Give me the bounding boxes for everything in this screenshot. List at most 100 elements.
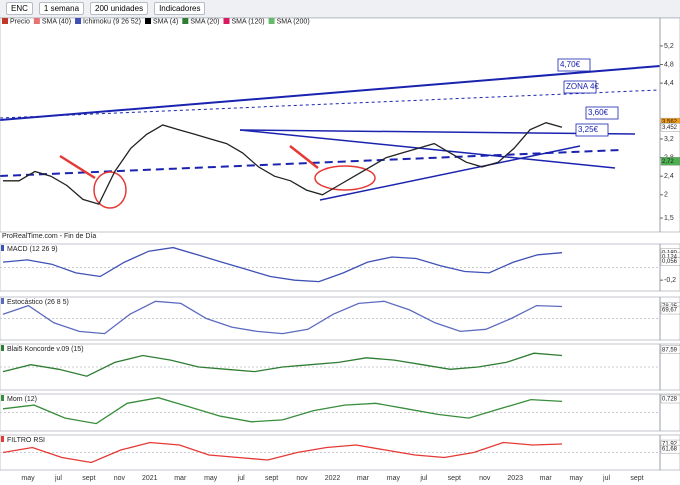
x-tick-label: may [21, 475, 35, 482]
last-value-box [660, 257, 680, 266]
indicators-button[interactable]: Indicadores [154, 2, 206, 15]
x-tick-label: jul [419, 475, 427, 482]
legend-swatch [2, 18, 8, 24]
panel-title-bg [1, 436, 4, 442]
last-value-label: 69,67 [662, 308, 678, 314]
legend-entry: SMA (40) [42, 18, 71, 25]
annotation-box [575, 123, 609, 137]
y-tick-label: 2 [664, 192, 668, 199]
y-tick-label: 4,4 [664, 80, 674, 87]
last-value-box [660, 394, 680, 404]
annotation-box [557, 58, 591, 72]
highlight-circle [93, 171, 127, 209]
toolbar: ENC 1 semana 200 unidades Indicadores [0, 0, 680, 18]
legend-swatch [33, 18, 40, 24]
period-button[interactable]: 1 semana [38, 2, 85, 15]
legend-swatch [223, 18, 230, 24]
legend-swatch [75, 18, 82, 24]
arrow [289, 145, 319, 169]
last-value-label: 71,92 [662, 442, 678, 448]
x-tick-label: mar [540, 475, 553, 482]
last-value-label: 0,056 [662, 259, 678, 265]
series-line [3, 122, 563, 205]
x-tick-label: jul [237, 475, 245, 482]
panel-frame [0, 343, 680, 391]
panel-title-bg [1, 245, 4, 251]
panel-frame [0, 393, 680, 432]
x-tick-label: sept [265, 475, 278, 482]
units-button[interactable]: 200 unidades [90, 2, 149, 15]
panel-frame [0, 296, 680, 341]
x-tick-label: may [387, 475, 401, 482]
panel-title: FILTRO RSI [7, 437, 45, 444]
legend-swatch [145, 18, 152, 24]
x-tick-label: sept [82, 475, 95, 482]
y-tick-label: -0,2 [664, 277, 676, 284]
legend-entry: Ichimoku (9 26 52) [83, 18, 141, 25]
x-tick-label: mar [174, 475, 187, 482]
last-value-label: 2,72 [662, 159, 674, 165]
last-value-label: 3,562 [662, 120, 678, 126]
annotation: 4,70€ [560, 60, 581, 69]
arrow [59, 154, 96, 180]
panel-frame [0, 243, 680, 292]
x-tick-label: jul [602, 475, 610, 482]
trend-line [0, 89, 661, 119]
annotation: 3,25€ [578, 125, 599, 134]
last-value-label: 3,452 [662, 125, 678, 131]
panel-frame [0, 18, 680, 233]
legend-entry: Precio [10, 18, 30, 25]
trend-line [319, 145, 581, 201]
last-value-box [660, 123, 680, 132]
last-value-label: 0,728 [662, 397, 678, 403]
series-line [2, 441, 563, 464]
trend-line [239, 129, 636, 135]
panel-title: Blai5 Koncorde v.09 (15) [7, 346, 84, 353]
legend-entry: SMA (4) [153, 18, 178, 25]
panel-title-bg [1, 395, 4, 401]
last-value-box [660, 305, 680, 315]
x-tick-label: nov [296, 475, 308, 482]
panel-title: Mom (12) [7, 396, 37, 403]
panel-title-bg [1, 298, 4, 304]
y-tick-label: 4,8 [664, 61, 674, 68]
trend-line [0, 65, 661, 121]
highlight-circle [314, 165, 376, 191]
series-line [2, 246, 563, 283]
series-line [2, 300, 563, 335]
last-value-label: 61,68 [662, 447, 678, 453]
panel-title: MACD (12 26 9) [7, 246, 58, 253]
x-tick-label: 2021 [142, 475, 158, 482]
panel-title: Estocástico (26 8 5) [7, 299, 69, 306]
series-line [2, 352, 563, 377]
x-tick-label: 2022 [325, 475, 341, 482]
x-tick-label: mar [357, 475, 370, 482]
last-value-box [660, 345, 680, 354]
annotation-box [563, 80, 597, 94]
y-tick-label: 5,2 [664, 43, 674, 50]
legend-entry: SMA (200) [277, 18, 310, 25]
annotation-box [585, 106, 619, 120]
annotation: ZONA 4€ [566, 82, 599, 91]
source-label: ProRealTime.com - Fin de Día [2, 233, 96, 240]
legend-entry: SMA (20) [190, 18, 219, 25]
legend-swatch [182, 18, 189, 24]
x-tick-label: sept [448, 475, 461, 482]
x-tick-label: may [204, 475, 218, 482]
ticker-button[interactable]: ENC [6, 2, 33, 15]
trend-line [239, 129, 616, 169]
legend-entry: SMA (120) [232, 18, 265, 25]
panel-title-bg [1, 345, 4, 351]
chart: 1,522,42,83,24,44,85,23,5623,4522,724,70… [0, 18, 680, 482]
last-value-box [660, 157, 680, 166]
last-value-label: 0,124 [662, 254, 678, 260]
x-tick-label: jul [54, 475, 62, 482]
x-tick-label: nov [114, 475, 126, 482]
y-tick-label: 3,2 [664, 136, 674, 143]
x-tick-label: 2023 [507, 475, 523, 482]
last-value-label: 87,59 [662, 347, 678, 353]
x-tick-label: nov [479, 475, 491, 482]
x-tick-label: may [569, 475, 583, 482]
last-value-box [660, 444, 680, 454]
